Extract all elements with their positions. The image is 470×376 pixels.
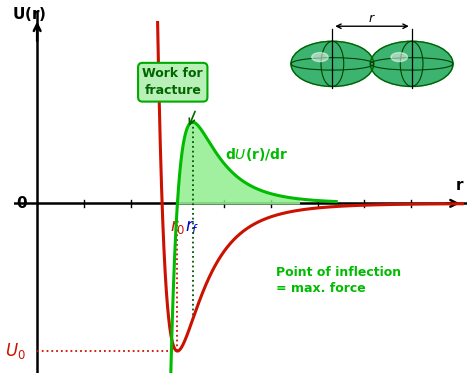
- Text: $\mathit{r_0}$: $\mathit{r_0}$: [170, 218, 185, 236]
- Text: $\mathit{U_0}$: $\mathit{U_0}$: [5, 341, 26, 361]
- Text: $\mathbf{0}$: $\mathbf{0}$: [16, 196, 28, 211]
- Text: Point of inflection
= max. force: Point of inflection = max. force: [275, 266, 401, 295]
- Text: $\mathit{r_f}$: $\mathit{r_f}$: [185, 218, 200, 236]
- Text: $\mathbf{r}$: $\mathbf{r}$: [455, 178, 464, 193]
- Text: $\mathbf{d\mathit{U}(r)/dr}$: $\mathbf{d\mathit{U}(r)/dr}$: [225, 146, 289, 163]
- Text: Work for
fracture: Work for fracture: [142, 67, 203, 97]
- Text: $\mathbf{U(r)}$: $\mathbf{U(r)}$: [12, 5, 47, 23]
